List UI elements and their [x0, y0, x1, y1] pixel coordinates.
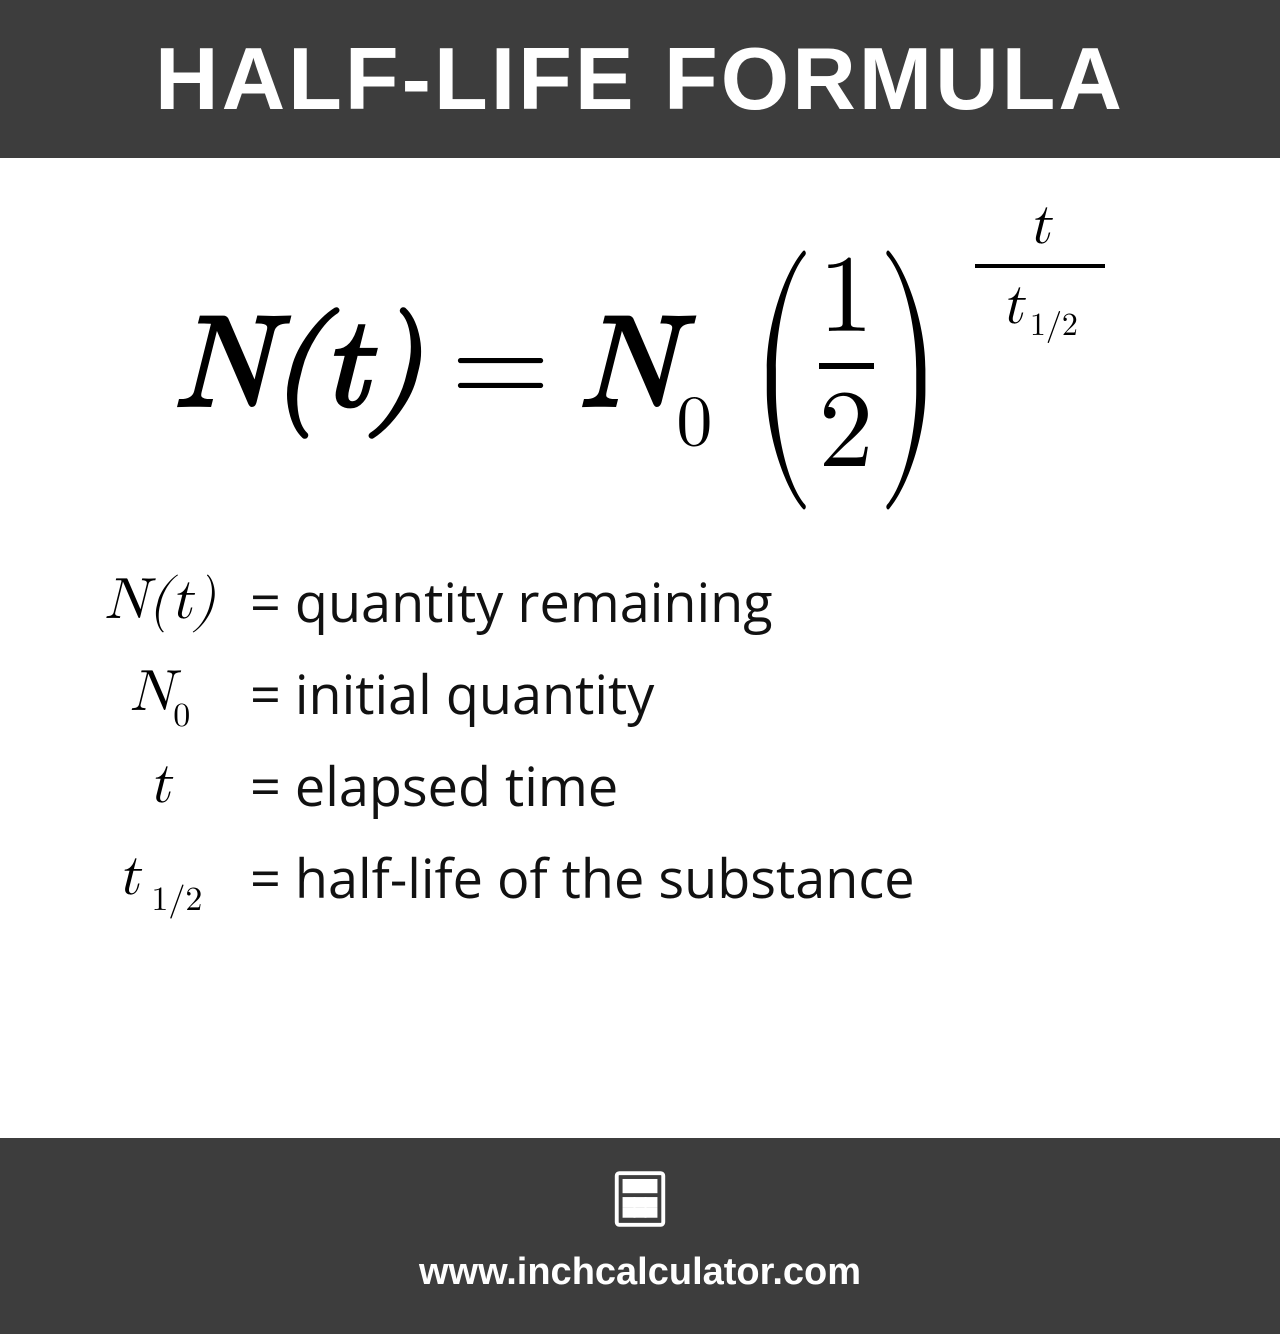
exponent-den-base: t — [1001, 271, 1024, 341]
fraction-bar — [819, 363, 874, 369]
exponent-den-subscript: 1/2 — [1030, 307, 1078, 345]
fraction-denominator: 2 — [819, 373, 874, 494]
title-text: HALF-LIFE FORMULA — [155, 29, 1125, 128]
symbol-sub: 1/2 — [140, 883, 202, 917]
legend-description: = quantity remaining — [250, 564, 773, 638]
legend-row: N(t) = quantity remaining — [70, 564, 1220, 638]
exponent-numerator: t — [1028, 191, 1051, 261]
one-half-fraction: 1 2 — [819, 238, 874, 494]
symbol-sub: 0 — [173, 699, 190, 733]
calculator-icon — [609, 1168, 671, 1235]
legend-symbol-n0: N0 — [70, 658, 250, 728]
right-paren: ) — [876, 262, 942, 470]
fraction-numerator: 1 — [819, 238, 874, 359]
left-paren: ( — [750, 262, 816, 470]
formula-expression: N(t) = N 0 ( 1 2 ) t t 1/2 — [175, 238, 1104, 494]
legend-symbol-t: t — [70, 750, 250, 820]
variable-legend: N(t) = quantity remaining N0 = initial q… — [60, 564, 1220, 914]
title-header: HALF-LIFE FORMULA — [0, 0, 1280, 158]
legend-row: t = elapsed time — [70, 748, 1220, 822]
legend-description: = initial quantity — [250, 656, 654, 730]
legend-description: = elapsed time — [250, 748, 618, 822]
legend-row: t 1/2 = half-life of the substance — [70, 840, 1220, 914]
symbol-main: N — [130, 664, 174, 722]
formula-left: N(t) — [175, 289, 420, 443]
footer: www.inchcalculator.com — [0, 1138, 1280, 1334]
symbol-main: t — [149, 756, 172, 814]
exponent-fraction: t t 1/2 — [975, 191, 1105, 341]
equals-sign: = — [451, 289, 551, 443]
parenthesized-fraction: ( 1 2 ) — [732, 238, 959, 494]
legend-symbol-thalf: t 1/2 — [70, 842, 250, 912]
legend-symbol-nt: N(t) — [70, 566, 250, 636]
content-area: N(t) = N 0 ( 1 2 ) t t 1/2 — [0, 158, 1280, 1138]
exponent-denominator: t 1/2 — [1001, 271, 1078, 341]
symbol-main: N(t) — [104, 572, 215, 630]
exponent-fraction-bar — [975, 264, 1105, 268]
symbol-main: t — [118, 848, 141, 906]
coefficient-base: N — [580, 289, 676, 443]
half-life-formula: N(t) = N 0 ( 1 2 ) t t 1/2 — [60, 238, 1220, 494]
coefficient-subscript: 0 — [676, 380, 712, 466]
footer-url: www.inchcalculator.com — [419, 1251, 861, 1294]
legend-row: N0 = initial quantity — [70, 656, 1220, 730]
legend-description: = half-life of the substance — [250, 840, 915, 914]
coefficient-n0: N 0 — [580, 289, 712, 443]
